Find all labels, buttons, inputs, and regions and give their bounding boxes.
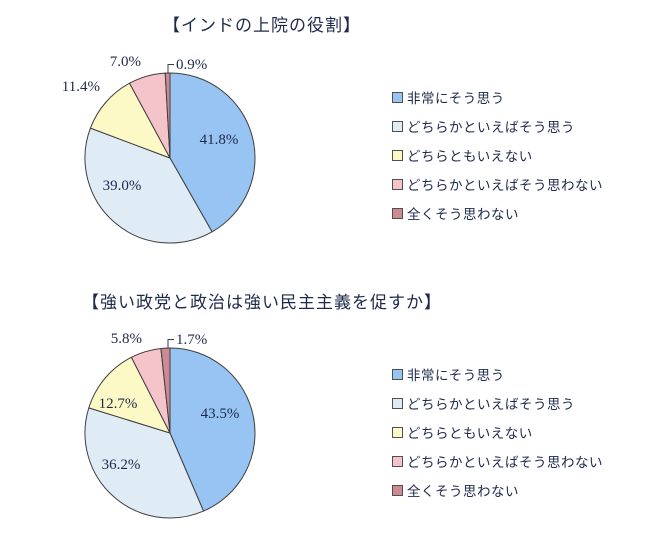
legend-label: 全くそう思わない xyxy=(407,207,519,222)
percent-label: 11.4% xyxy=(62,79,100,95)
legend-item: どちらかといえばそう思う xyxy=(392,394,603,412)
percent-label: 1.7% xyxy=(176,332,207,348)
percent-label: 12.7% xyxy=(99,396,138,412)
percent-label: 5.8% xyxy=(111,331,142,347)
legend-label: どちらかといえばそう思う xyxy=(407,120,575,135)
legend-label: 非常にそう思う xyxy=(407,368,505,383)
legend-swatch xyxy=(392,484,403,496)
pie-slice xyxy=(84,127,213,244)
legend-label: どちらかといえばそう思わない xyxy=(407,178,603,193)
legend-democracy: 非常にそう思うどちらかといえばそう思う どちらともいえないどちらかといえばそう思わ… xyxy=(392,365,603,499)
legend-item: 全くそう思わない xyxy=(392,481,603,499)
pie-chart-democracy: 43.5% 36.2% 12.7% 5.8% 1.7% xyxy=(84,331,256,519)
percent-label: 0.9% xyxy=(176,57,207,73)
legend-item: どちらともいえない xyxy=(392,146,603,164)
percent-label: 7.0% xyxy=(110,54,141,70)
legend-label: どちらかといえばそう思わない xyxy=(407,455,603,470)
percent-label: 41.8% xyxy=(200,132,239,148)
legend-item: どちらともいえない xyxy=(392,423,603,441)
leader-line xyxy=(167,64,174,73)
percent-label: 36.2% xyxy=(102,457,141,473)
legend-swatch xyxy=(392,426,403,438)
legend-item: 全くそう思わない xyxy=(392,204,603,222)
legend-swatch xyxy=(392,91,403,103)
percent-label: 39.0% xyxy=(103,178,142,194)
legend-swatch xyxy=(392,397,403,409)
legend-item: どちらかといえばそう思う xyxy=(392,117,603,135)
legend-swatch xyxy=(392,207,403,219)
legend-label: どちらともいえない xyxy=(407,149,533,164)
legend-label: 非常にそう思う xyxy=(407,91,505,106)
pie-slice xyxy=(169,347,256,512)
legend-item: 非常にそう思う xyxy=(392,88,603,106)
legend-swatch xyxy=(392,368,403,380)
legend-item: 非常にそう思う xyxy=(392,365,603,383)
legend-upper-house: 非常にそう思うどちらかといえばそう思う どちらともいえないどちらかといえばそう思わ… xyxy=(392,88,603,222)
chart-title-upper-house: 【インドの上院の役割】 xyxy=(163,16,361,35)
chart-title-democracy: 【強い政党と政治は強い民主主義を促すか】 xyxy=(82,293,442,312)
legend-label: どちらかといえばそう思う xyxy=(407,397,575,412)
legend-swatch xyxy=(392,149,403,161)
pie-slice xyxy=(164,72,171,159)
pie-slice xyxy=(160,347,171,434)
legend-swatch xyxy=(392,178,403,190)
legend-swatch xyxy=(392,455,403,467)
legend-label: どちらともいえない xyxy=(407,426,533,441)
legend-item: どちらかといえばそう思わない xyxy=(392,452,603,470)
pie-slice xyxy=(88,356,171,434)
leader-line xyxy=(167,339,174,349)
pie-slice xyxy=(169,72,256,233)
legend-swatch xyxy=(392,120,403,132)
legend-item: どちらかといえばそう思わない xyxy=(392,175,603,193)
pie-chart-upper-house: 41.8% 39.0% 11.4% 7.0% 0.9% xyxy=(62,54,256,244)
percent-label: 43.5% xyxy=(201,406,240,422)
legend-label: 全くそう思わない xyxy=(407,484,519,499)
pie-slice xyxy=(84,407,205,519)
